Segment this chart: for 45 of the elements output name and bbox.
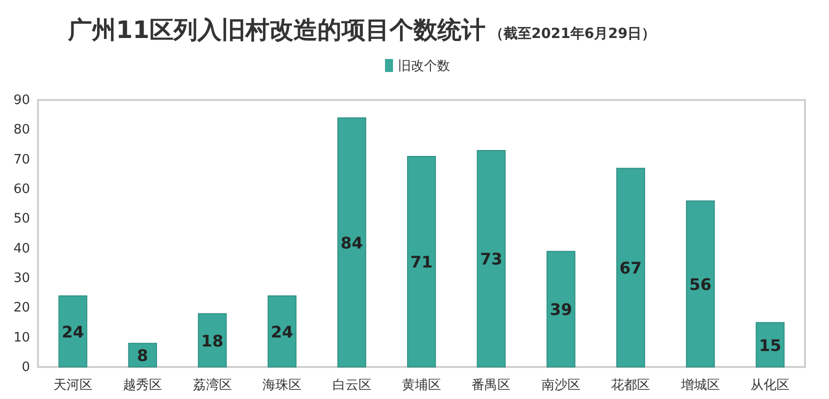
bar	[476, 150, 506, 368]
bar	[407, 156, 436, 368]
x-tick-label: 黄埔区	[402, 378, 441, 393]
x-tick-label: 荔湾区	[192, 377, 232, 393]
data-label: 39	[550, 300, 572, 320]
bar	[616, 168, 646, 368]
x-tick-label: 白云区	[332, 378, 372, 393]
data-label: 15	[759, 336, 782, 355]
x-tick-label: 花都区	[611, 378, 650, 393]
x-tick-label: 番禺区	[472, 378, 511, 393]
data-label: 8	[137, 346, 148, 366]
y-tick-label: 60	[13, 182, 30, 197]
bar	[546, 250, 576, 368]
bar	[268, 295, 296, 368]
data-label: 24	[62, 322, 84, 342]
x-tick-label: 从化区	[750, 378, 790, 393]
y-tick-label: 30	[13, 271, 30, 286]
y-tick-label: 70	[13, 152, 30, 168]
x-tick-label: 越秀区	[123, 378, 162, 393]
data-label: 84	[340, 233, 363, 252]
legend-label: 旧改个数	[398, 59, 450, 74]
data-label: 71	[410, 252, 433, 272]
data-label: 18	[201, 331, 224, 350]
bar	[58, 295, 88, 368]
x-tick-label: 南沙区	[541, 378, 580, 393]
bar	[686, 200, 715, 368]
y-tick-label: 50	[13, 212, 30, 227]
y-tick-label: 80	[13, 122, 30, 138]
data-label: 73	[480, 250, 502, 269]
x-tick-label: 天河区	[53, 378, 92, 393]
y-tick-label: 0	[22, 360, 30, 375]
bar	[756, 322, 785, 368]
data-label: 56	[689, 274, 712, 294]
legend: 旧改个数	[385, 59, 450, 74]
bar	[337, 117, 366, 368]
y-tick-label: 10	[13, 330, 30, 346]
x-tick-label: 海珠区	[262, 378, 302, 393]
data-label: 67	[620, 258, 642, 278]
y-tick-label: 90	[13, 93, 30, 108]
data-label: 24	[270, 322, 294, 342]
bar	[198, 313, 227, 368]
y-tick-label: 40	[13, 241, 30, 256]
y-tick-label: 20	[13, 300, 30, 316]
title: 广州11区列入旧村改造的项目个数统计 （截至2021年6月29日）	[68, 16, 656, 44]
x-tick-label: 增城区	[680, 378, 720, 393]
